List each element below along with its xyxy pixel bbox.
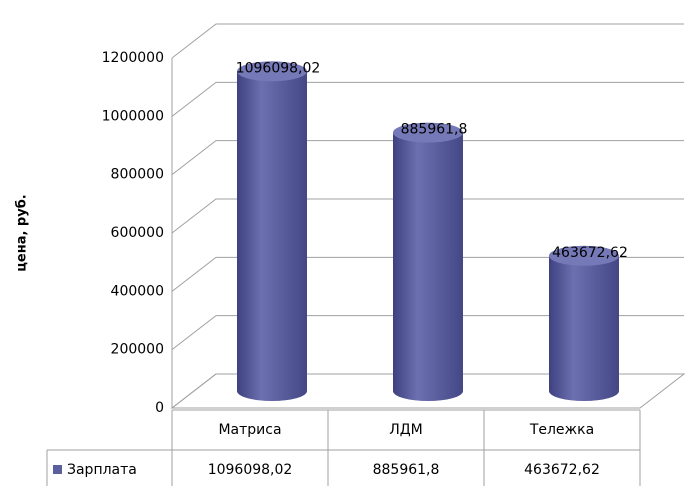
bar-top	[549, 245, 619, 266]
x-tick-label: Тележка	[529, 422, 594, 438]
table-value: 885961,8	[373, 462, 440, 478]
y-tick-label: 1000000	[102, 108, 164, 124]
table-value: 463672,62	[524, 462, 600, 478]
grid-line	[171, 198, 684, 234]
grid-line	[171, 373, 684, 409]
bar-body	[237, 71, 307, 391]
data-label: 1096098,02	[236, 60, 321, 76]
bar-body	[393, 132, 463, 391]
grid-line	[171, 315, 684, 351]
data-label: 885961,8	[401, 122, 468, 138]
y-tick-label: 800000	[111, 167, 164, 183]
bar-bottom	[237, 381, 307, 401]
y-tick-label: 400000	[111, 283, 164, 299]
bar-top	[393, 122, 463, 143]
bar-top	[237, 61, 307, 82]
y-axis-label: цена, руб.	[15, 194, 30, 271]
grid-line	[171, 140, 684, 176]
y-tick-label: 200000	[111, 342, 164, 358]
bar-bottom	[549, 381, 619, 401]
bar-bottom	[393, 381, 463, 401]
y-tick-label: 1200000	[102, 50, 164, 66]
grid-line	[171, 23, 684, 59]
y-tick-label: 600000	[111, 225, 164, 241]
legend-swatch	[53, 465, 62, 474]
data-label: 463672,62	[552, 245, 628, 261]
table-value: 1096098,02	[208, 462, 293, 478]
legend-label: Зарплата	[67, 462, 137, 478]
x-tick-label: ЛДМ	[389, 422, 423, 438]
bar-body	[549, 255, 619, 391]
grid-line	[171, 81, 684, 117]
grid-line	[171, 256, 684, 292]
x-tick-label: Матриса	[218, 422, 281, 438]
y-tick-label: 0	[155, 400, 164, 416]
